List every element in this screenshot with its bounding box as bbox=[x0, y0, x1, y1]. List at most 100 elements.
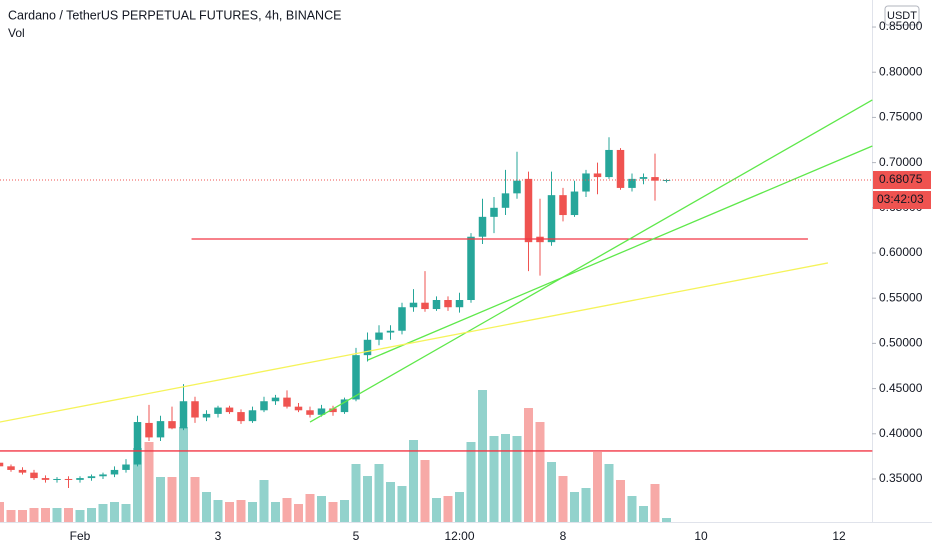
volume-bar bbox=[133, 448, 142, 522]
countdown-box bbox=[873, 191, 931, 210]
volume-bar bbox=[340, 500, 349, 522]
candle-body bbox=[53, 478, 61, 480]
chart-title: Cardano / TetherUS PERPETUAL FUTURES, 4h… bbox=[8, 8, 341, 22]
candle-body bbox=[513, 180, 521, 194]
candle-body bbox=[271, 397, 280, 402]
volume-bar bbox=[581, 488, 591, 522]
candle-body bbox=[145, 422, 153, 438]
volume-bar bbox=[6, 510, 16, 522]
volume-bar bbox=[420, 460, 430, 522]
trend-line bbox=[367, 145, 873, 361]
currency-button[interactable] bbox=[884, 5, 920, 26]
candle-body bbox=[87, 476, 96, 479]
volume-bar bbox=[259, 480, 269, 522]
volume-bar bbox=[616, 480, 625, 522]
volume-bar bbox=[328, 502, 338, 522]
plot: Feb 3 5 12:00 8 10 12 bbox=[0, 26, 876, 543]
volume-bar bbox=[386, 482, 395, 522]
volume-bar bbox=[271, 502, 280, 522]
volume-bar bbox=[156, 477, 165, 522]
candle-body bbox=[237, 412, 245, 422]
last-price-box bbox=[873, 171, 931, 190]
volume-bar bbox=[110, 502, 119, 522]
candle-body bbox=[432, 300, 441, 310]
volume-bar bbox=[190, 477, 200, 522]
candle-body bbox=[363, 339, 372, 356]
trend-line bbox=[0, 262, 829, 423]
y-tick-label: 0.75000 bbox=[879, 110, 923, 124]
candle-body bbox=[455, 300, 464, 308]
candle-body bbox=[168, 421, 176, 429]
candle-body bbox=[490, 207, 498, 217]
candle-body bbox=[547, 195, 556, 243]
candle-body bbox=[375, 332, 383, 340]
y-tick-label: 0.80000 bbox=[879, 64, 923, 78]
volume-bar bbox=[64, 508, 73, 522]
candle-body bbox=[260, 401, 268, 411]
x-tick-label: 8 bbox=[560, 529, 567, 543]
countdown: 03:42:03 bbox=[877, 192, 924, 206]
candle-body bbox=[616, 149, 625, 188]
volume-bar bbox=[604, 464, 614, 522]
candle-body bbox=[593, 173, 602, 178]
volume-bar bbox=[535, 422, 545, 522]
volume-bar bbox=[432, 498, 441, 522]
candle-body bbox=[0, 462, 4, 467]
y-tick-label: 0.50000 bbox=[879, 336, 923, 350]
candle-body bbox=[317, 408, 326, 415]
candle-body bbox=[122, 464, 130, 470]
candle-body bbox=[76, 478, 84, 480]
candle-body bbox=[340, 399, 349, 413]
candle-body bbox=[191, 401, 199, 418]
volume-bar bbox=[639, 506, 648, 522]
candle-body bbox=[202, 413, 211, 418]
volume-bar bbox=[363, 476, 372, 522]
y-tick-label: 0.60000 bbox=[879, 245, 923, 259]
volume-bar bbox=[374, 464, 384, 522]
volume-bar bbox=[41, 508, 50, 522]
candle-body bbox=[524, 178, 533, 243]
x-tick-label: Feb bbox=[70, 529, 91, 543]
candle-body bbox=[99, 474, 107, 477]
y-tick-label: 0.35000 bbox=[879, 471, 923, 485]
x-tick-label: 12 bbox=[832, 529, 846, 543]
candle-body bbox=[639, 177, 648, 179]
volume-bar bbox=[29, 508, 39, 522]
volume-bar bbox=[167, 477, 177, 522]
volume-bar bbox=[570, 492, 579, 522]
volume-bar bbox=[294, 504, 303, 522]
volume-bar bbox=[282, 498, 292, 522]
currency[interactable]: USDT bbox=[887, 10, 917, 22]
volume-bar bbox=[501, 434, 510, 522]
candle-body bbox=[156, 421, 165, 438]
candle-body bbox=[352, 355, 360, 400]
candle-body bbox=[225, 407, 234, 413]
x-tick-label: 3 bbox=[215, 529, 222, 543]
y-tick-label: 0.85000 bbox=[879, 19, 923, 33]
volume-bar bbox=[478, 390, 487, 522]
volume-bar bbox=[225, 502, 234, 522]
candle-body bbox=[444, 300, 452, 308]
candle-body bbox=[501, 193, 510, 208]
volume-bar bbox=[98, 504, 108, 522]
volume-bar bbox=[248, 502, 257, 522]
candle-body bbox=[7, 466, 15, 470]
candle-body bbox=[110, 469, 119, 475]
volume-bar bbox=[305, 494, 315, 522]
volume-bar bbox=[236, 500, 246, 522]
volume-bar bbox=[52, 508, 62, 522]
candle-body bbox=[18, 469, 27, 473]
candle-body bbox=[329, 408, 337, 413]
volume-bar bbox=[443, 496, 453, 522]
volume-bar bbox=[75, 510, 85, 522]
candle-body bbox=[283, 397, 291, 407]
x-tick-label: 10 bbox=[694, 529, 708, 543]
candle-body bbox=[306, 410, 314, 415]
volume-bar bbox=[121, 504, 131, 522]
y-tick-label: 0.55000 bbox=[879, 290, 923, 304]
y-tick-label: 0.40000 bbox=[879, 426, 923, 440]
volume-bar bbox=[0, 502, 4, 522]
volume-bar bbox=[213, 500, 223, 522]
